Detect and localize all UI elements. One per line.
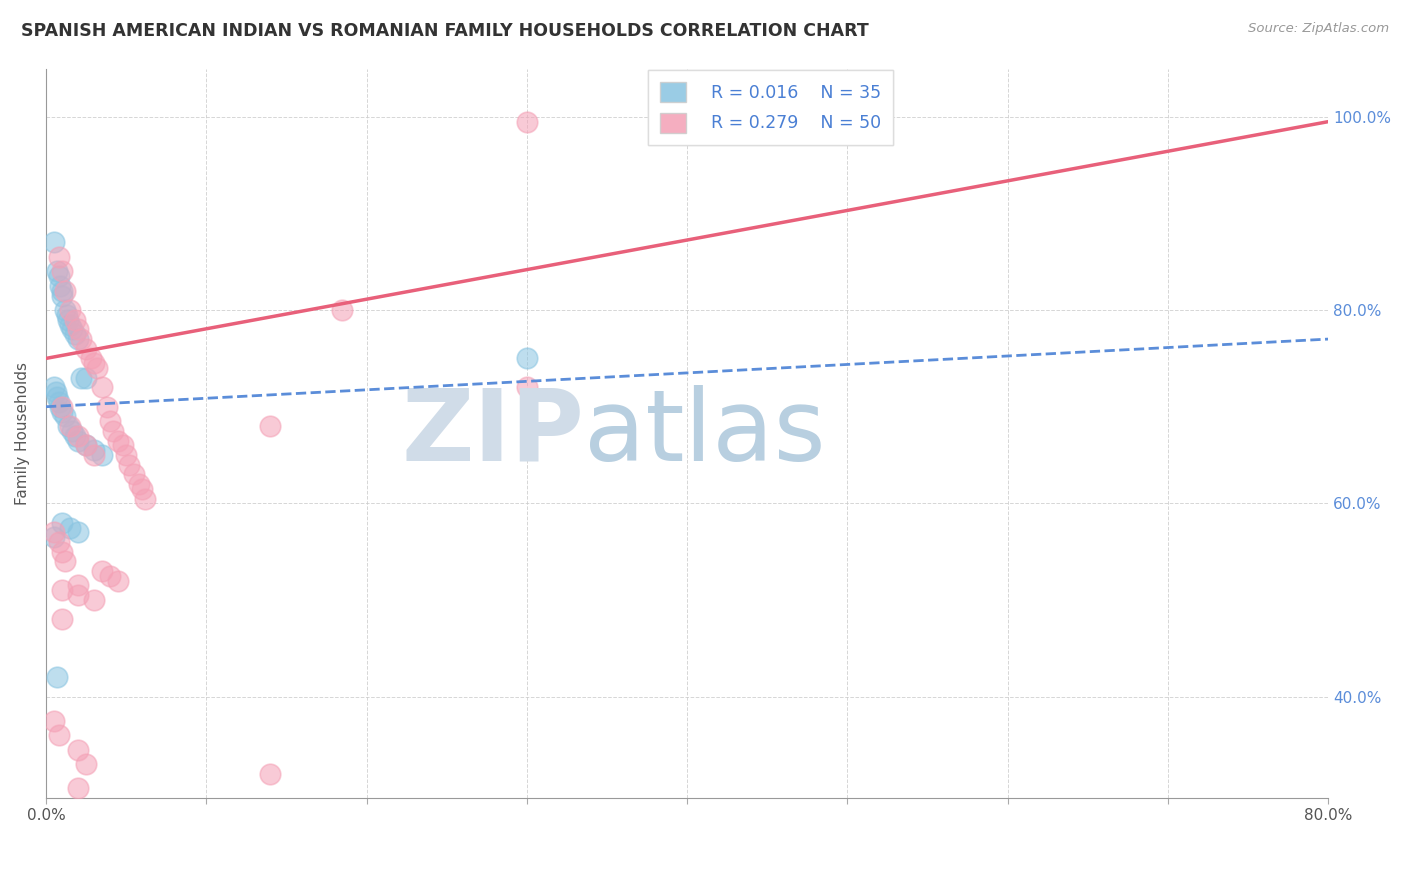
Point (75, 342, 97, 356)
Point (53, 303, 76, 318)
Point (59, 419, 82, 434)
Point (51, 264, 73, 278)
Point (46, 670, 69, 684)
Point (48, 269, 70, 284)
Point (516, 351, 538, 366)
Point (70, 370, 93, 384)
Point (48, 250, 70, 264)
Point (45, 385, 67, 400)
Point (118, 458, 141, 472)
Point (66, 743, 89, 757)
Point (96, 400, 118, 414)
Point (75, 438, 97, 452)
Point (66, 322, 89, 336)
Point (75, 370, 97, 384)
Point (83, 448, 105, 462)
Point (63, 327, 86, 342)
Point (66, 525, 89, 540)
Point (131, 482, 153, 496)
Point (107, 434, 129, 448)
Point (58, 419, 80, 434)
Point (59, 303, 82, 318)
Point (48, 535, 70, 549)
Point (59, 318, 82, 332)
Point (111, 438, 134, 452)
Point (58, 312, 80, 326)
Point (91, 564, 114, 578)
Point (70, 332, 93, 346)
Point (42, 235, 65, 250)
Point (80, 351, 103, 366)
Point (51, 516, 73, 530)
Point (83, 443, 105, 458)
Point (122, 467, 145, 482)
Point (66, 428, 89, 442)
Point (516, 114, 538, 128)
Point (66, 332, 89, 346)
Point (49, 279, 72, 293)
Point (259, 767, 281, 781)
Point (60, 322, 83, 336)
Y-axis label: Family Households: Family Households (15, 362, 30, 505)
Point (56, 308, 79, 322)
Point (91, 380, 114, 394)
Text: SPANISH AMERICAN INDIAN VS ROMANIAN FAMILY HOUSEHOLDS CORRELATION CHART: SPANISH AMERICAN INDIAN VS ROMANIAN FAMI… (21, 22, 869, 40)
Point (83, 593, 105, 607)
Point (75, 438, 97, 452)
Text: atlas: atlas (585, 384, 827, 482)
Point (98, 569, 121, 583)
Point (46, 390, 69, 404)
Point (115, 448, 138, 462)
Point (48, 728, 70, 742)
Point (48, 395, 70, 409)
Point (51, 404, 73, 418)
Point (53, 409, 76, 424)
Point (91, 448, 114, 462)
Point (83, 356, 105, 370)
Text: ZIP: ZIP (402, 384, 585, 482)
Point (51, 612, 73, 626)
Point (259, 419, 281, 434)
Point (60, 424, 83, 438)
Point (46, 264, 69, 278)
Point (53, 554, 76, 568)
Point (51, 284, 73, 298)
Point (516, 380, 538, 394)
Point (59, 520, 82, 534)
Text: Source: ZipAtlas.com: Source: ZipAtlas.com (1249, 22, 1389, 36)
Point (75, 757, 97, 772)
Point (53, 284, 76, 298)
Point (134, 491, 156, 506)
Point (103, 424, 125, 438)
Point (66, 588, 89, 602)
Point (42, 380, 65, 394)
Point (107, 574, 129, 588)
Point (51, 400, 73, 414)
Point (86, 361, 108, 376)
Point (128, 477, 150, 491)
Point (49, 400, 72, 414)
Point (63, 312, 86, 326)
Point (51, 288, 73, 302)
Point (332, 303, 354, 318)
Point (51, 583, 73, 598)
Point (42, 525, 65, 540)
Point (63, 428, 86, 442)
Point (66, 434, 89, 448)
Point (66, 781, 89, 796)
Legend:   R = 0.016    N = 35,   R = 0.279    N = 50: R = 0.016 N = 35, R = 0.279 N = 50 (648, 70, 893, 145)
Point (66, 578, 89, 592)
Point (51, 544, 73, 558)
Point (42, 714, 65, 728)
Point (98, 414, 121, 428)
Point (42, 530, 65, 544)
